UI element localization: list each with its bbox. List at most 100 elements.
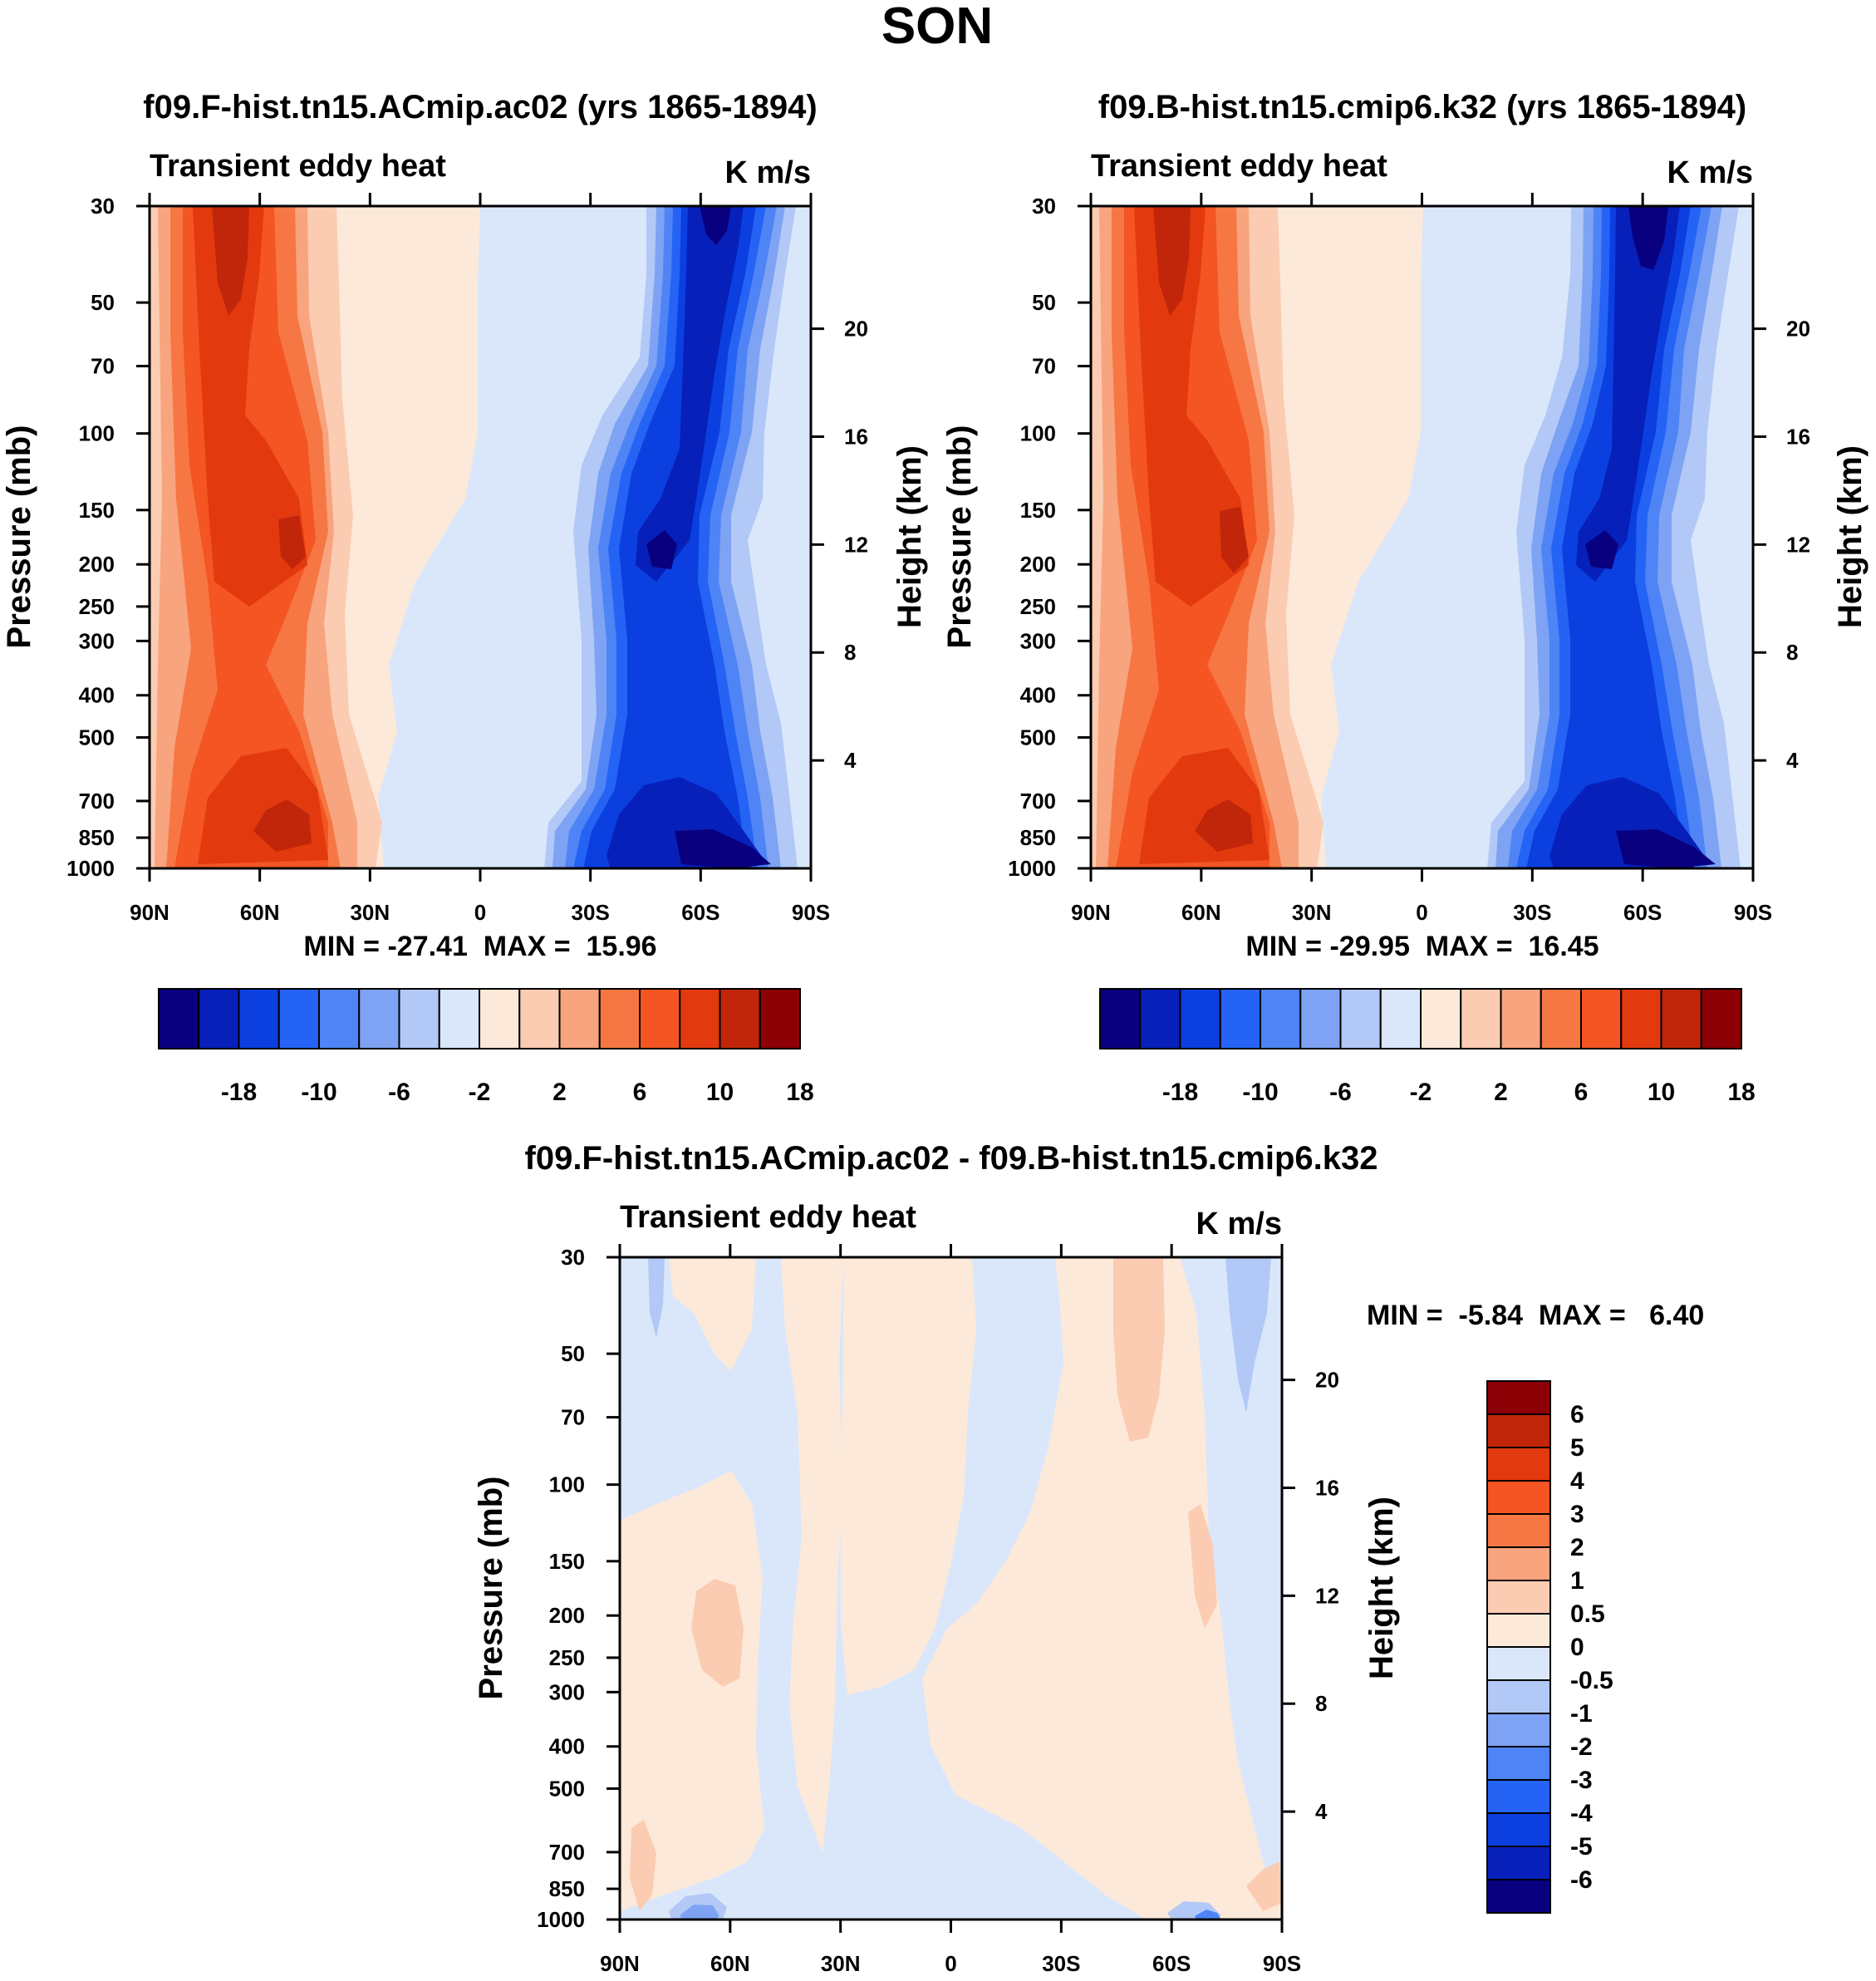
panel-left-title: f09.F-hist.tn15.ACmip.ac02 (yrs 1865-189…: [143, 89, 817, 125]
colorbar-label: -18: [221, 1079, 257, 1106]
panel-left: f09.F-hist.tn15.ACmip.ac02 (yrs 1865-189…: [1, 89, 928, 1106]
colorbar-swatch: [1486, 1480, 1551, 1515]
colorbar-swatch: [1420, 988, 1462, 1049]
diff-positive-plus1-south2: [1188, 1504, 1217, 1629]
diff-positive-plus1-south: [1113, 1257, 1165, 1442]
left-positive-plus10: [193, 206, 307, 607]
colorbar-swatch: [1219, 988, 1261, 1049]
panel-right-field: [1091, 206, 1753, 868]
colorbar-swatch: [1486, 1380, 1551, 1415]
latitude-tick-label: 60S: [1152, 1951, 1191, 1976]
colorbar-label: 18: [1727, 1079, 1755, 1106]
latitude-tick-label: 30S: [1042, 1951, 1080, 1976]
diff-negative-minus1-surface: [680, 1905, 719, 1920]
panel-left-colorbar: -18 -10 -6 -2 2 6 10 18: [158, 988, 814, 1106]
pressure-tick-label: 30: [91, 194, 115, 219]
colorbar-swatch: [1139, 988, 1181, 1049]
colorbar-label: 5: [1570, 1434, 1584, 1462]
colorbar-swatch: [438, 988, 480, 1049]
pressure-tick-label: 50: [561, 1341, 585, 1366]
height-tick-label: 4: [844, 748, 857, 773]
pressure-tick-label: 850: [549, 1876, 585, 1901]
diff-negative-minus2-surface: [1195, 1910, 1221, 1920]
panel-left-axes: 305070100150200250300400500700850100090N…: [66, 193, 868, 925]
right-positive-plus10: [1134, 206, 1249, 607]
figure-title: SON: [882, 0, 993, 55]
latitude-tick-label: 30N: [350, 900, 390, 925]
colorbar-swatch: [318, 988, 361, 1049]
colorbar-swatch: [1486, 1413, 1551, 1448]
pressure-tick-label: 400: [549, 1734, 585, 1759]
latitude-tick-label: 90S: [1734, 900, 1772, 925]
diff-negative-minus05-north: [648, 1257, 665, 1338]
height-tick-label: 12: [1786, 532, 1810, 557]
colorbar-swatch: [1486, 1546, 1551, 1581]
pressure-tick-label: 30: [561, 1245, 585, 1270]
height-tick-label: 12: [1315, 1583, 1339, 1608]
pressure-tick-label: 400: [79, 683, 115, 708]
colorbar-label: 2: [1494, 1079, 1508, 1106]
pressure-tick-label: 30: [1032, 194, 1056, 219]
colorbar-label: -2: [1410, 1079, 1432, 1106]
colorbar-swatch: [1486, 1779, 1551, 1814]
panel-right-title: f09.B-hist.tn15.cmip6.k32 (yrs 1865-1894…: [1098, 89, 1746, 125]
pressure-tick-label: 50: [91, 290, 115, 315]
colorbar-swatch: [1486, 1447, 1551, 1482]
height-tick-label: 4: [1786, 748, 1799, 773]
pressure-tick-label: 500: [549, 1776, 585, 1801]
pressure-tick-label: 150: [1020, 498, 1056, 523]
colorbar-swatch: [238, 988, 280, 1049]
pressure-tick-label: 200: [79, 552, 115, 577]
panel-diff-ylabel: Pressure (mb): [473, 1477, 509, 1700]
diff-positive-band-equator2: [841, 1257, 976, 1695]
height-tick-label: 16: [1315, 1475, 1339, 1500]
latitude-tick-label: 60S: [1623, 900, 1662, 925]
colorbar-swatch: [1379, 988, 1422, 1049]
colorbar-swatch: [158, 988, 200, 1049]
height-tick-label: 16: [1786, 424, 1810, 449]
colorbar-swatch: [277, 988, 320, 1049]
pressure-tick-label: 150: [549, 1549, 585, 1574]
height-tick-label: 16: [844, 424, 868, 449]
pressure-tick-label: 1000: [66, 856, 115, 881]
pressure-tick-label: 700: [549, 1840, 585, 1865]
panel-diff-ylabel-right: Height (km): [1363, 1497, 1400, 1679]
colorbar-swatch: [1486, 1746, 1551, 1781]
colorbar-swatch: [1486, 1646, 1551, 1681]
latitude-tick-label: 60N: [1181, 900, 1221, 925]
pressure-tick-label: 50: [1032, 290, 1056, 315]
colorbar-label: -10: [1242, 1079, 1278, 1106]
panel-left-stats: MIN = -27.41 MAX = 15.96: [303, 931, 656, 962]
pressure-tick-label: 150: [79, 498, 115, 523]
colorbar-swatch: [1460, 988, 1502, 1049]
colorbar-label: -10: [301, 1079, 336, 1106]
colorbar-swatch: [639, 988, 681, 1049]
diff-positive-band-south: [922, 1257, 1282, 1920]
colorbar-swatch: [558, 988, 601, 1049]
pressure-tick-label: 100: [79, 421, 115, 446]
latitude-tick-label: 60N: [710, 1951, 750, 1976]
pressure-tick-label: 70: [561, 1405, 585, 1430]
pressure-tick-label: 100: [549, 1472, 585, 1497]
pressure-tick-label: 300: [1020, 628, 1056, 653]
colorbar-label: 10: [706, 1079, 734, 1106]
panel-left-field: [150, 206, 811, 868]
height-tick-label: 20: [1786, 317, 1810, 342]
colorbar-swatch: [719, 988, 761, 1049]
colorbar-swatch: [1260, 988, 1302, 1049]
diff-positive-band-north: [669, 1257, 756, 1371]
colorbar-label: -6: [1329, 1079, 1352, 1106]
colorbar-label: 10: [1648, 1079, 1675, 1106]
colorbar-swatch: [1486, 1513, 1551, 1548]
colorbar-swatch: [1486, 1679, 1551, 1714]
panel-diff-title: f09.F-hist.tn15.ACmip.ac02 - f09.B-hist.…: [525, 1140, 1378, 1177]
diff-negative-minus05-south: [1225, 1257, 1271, 1413]
latitude-tick-label: 0: [474, 900, 486, 925]
pressure-tick-label: 250: [1020, 594, 1056, 619]
colorbar-swatch: [1700, 988, 1742, 1049]
latitude-tick-label: 90N: [1071, 900, 1111, 925]
panel-diff-stats: MIN = -5.84 MAX = 6.40: [1367, 1300, 1704, 1331]
latitude-tick-label: 90S: [1263, 1951, 1301, 1976]
height-tick-label: 12: [844, 532, 868, 557]
pressure-tick-label: 70: [91, 354, 115, 379]
